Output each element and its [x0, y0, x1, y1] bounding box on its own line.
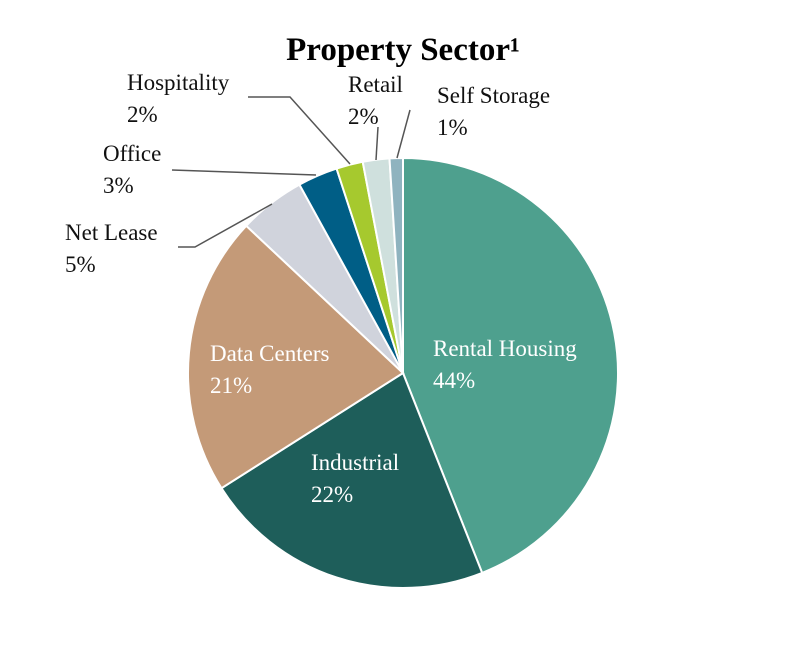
slice-label: Rental Housing	[433, 336, 577, 361]
slice-value-label: 21%	[210, 373, 252, 398]
leader-line	[248, 96, 351, 165]
slice-label: Data Centers	[210, 341, 329, 366]
slice-label: Self Storage	[437, 83, 550, 108]
slice-value-label: 5%	[65, 252, 96, 277]
slice-label: Office	[103, 141, 161, 166]
slice-value-label: 3%	[103, 173, 134, 198]
slice-label: Hospitality	[127, 70, 230, 95]
leader-line	[171, 169, 317, 176]
leader-line	[375, 126, 379, 161]
pie-slice	[220, 371, 484, 589]
leader-line	[178, 203, 273, 248]
slice-value-label: 1%	[437, 115, 468, 140]
slice-label: Retail	[348, 72, 403, 97]
pie-slice	[402, 156, 619, 575]
slice-value-label: 2%	[127, 102, 158, 127]
chart-title: Property Sector¹	[286, 32, 520, 68]
slice-value-label: 44%	[433, 368, 475, 393]
slice-value-label: 22%	[311, 482, 353, 507]
slice-label: Net Lease	[65, 220, 158, 245]
leader-line	[396, 109, 411, 159]
pie-slice	[388, 156, 404, 374]
slice-label: Industrial	[311, 450, 399, 475]
slice-value-label: 2%	[348, 104, 379, 129]
pie-slice	[187, 224, 405, 490]
